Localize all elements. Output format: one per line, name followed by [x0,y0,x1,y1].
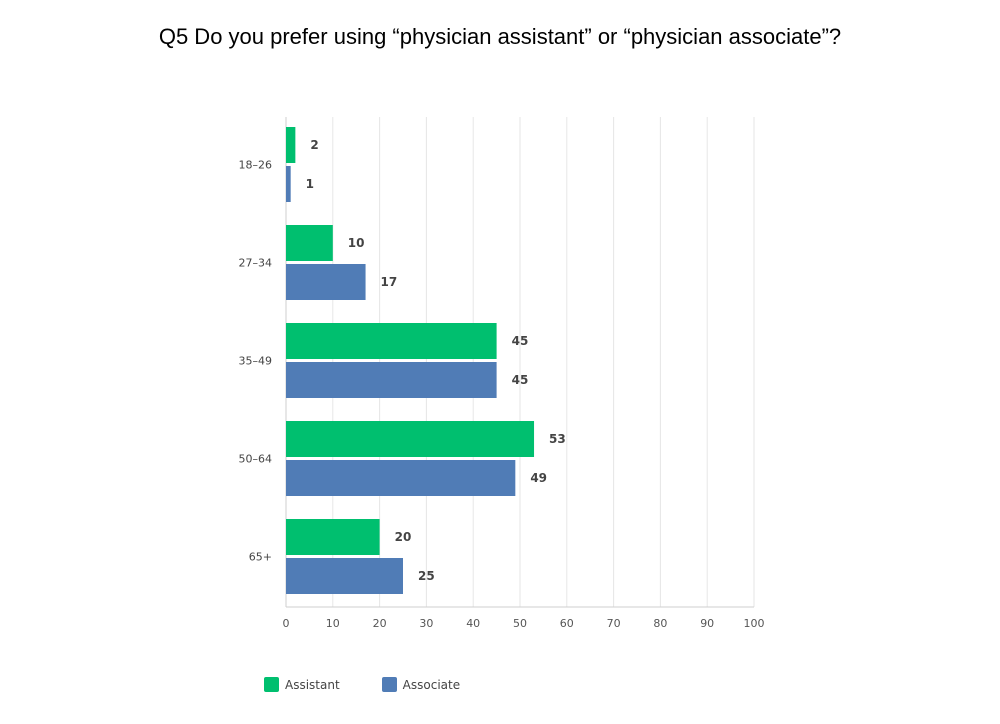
x-tick-label: 90 [700,617,714,630]
x-tick-label: 0 [283,617,290,630]
legend-label-assistant: Assistant [285,677,340,692]
x-tick-label: 10 [326,617,340,630]
category-label: 50–64 [239,453,273,466]
data-label: 10 [348,236,365,250]
bar-associate [286,264,366,300]
legend-item-associate[interactable]: Associate [381,677,461,692]
legend: Assistant Associate [264,677,460,692]
data-label: 53 [549,432,566,446]
bar-associate [286,166,291,202]
x-tick-label: 100 [744,617,765,630]
data-label: 1 [306,177,314,191]
bar-associate [286,460,516,496]
bar-associate [286,362,497,398]
x-tick-label: 70 [607,617,621,630]
x-tick-label: 30 [419,617,433,630]
data-label: 17 [381,275,398,289]
x-tick-label: 60 [560,617,574,630]
category-label: 18–26 [239,159,273,172]
category-label: 65+ [249,551,272,564]
data-label: 25 [418,569,435,583]
x-tick-label: 40 [466,617,480,630]
data-label: 20 [395,530,412,544]
data-label: 49 [530,471,547,485]
bar-assistant [286,323,497,359]
bar-assistant [286,225,333,261]
data-label: 2 [310,138,318,152]
bar-assistant [286,421,535,457]
x-tick-label: 20 [373,617,387,630]
legend-item-assistant[interactable]: Assistant [264,677,340,692]
x-tick-label: 80 [653,617,667,630]
legend-swatch-associate [381,677,397,692]
bar-associate [286,558,403,594]
chart-title: Q5 Do you prefer using “physician assist… [158,24,842,49]
bar-assistant [286,519,380,555]
category-label: 35–49 [239,355,273,368]
bar-assistant [286,127,296,163]
legend-swatch-assistant [264,677,279,692]
data-label: 45 [512,373,529,387]
data-label: 45 [512,334,529,348]
legend-label-associate: Associate [402,677,461,692]
category-label: 27–34 [239,257,273,270]
x-tick-label: 50 [513,617,527,630]
